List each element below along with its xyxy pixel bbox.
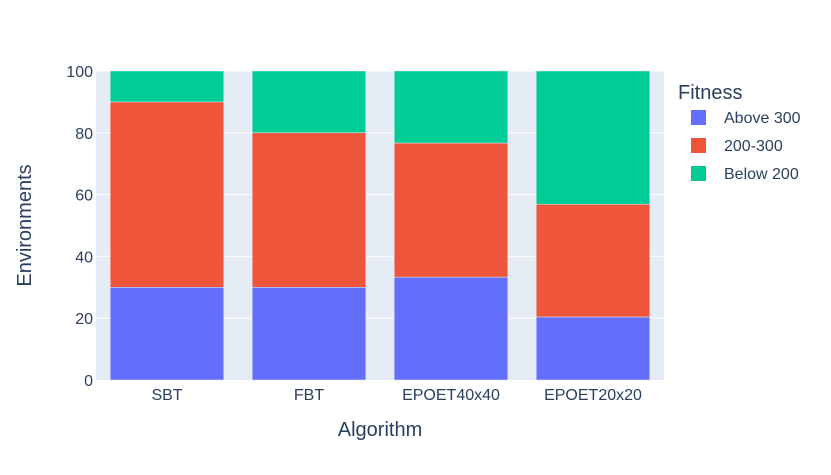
bar-segment bbox=[251, 132, 367, 288]
y-tick-label: 20 bbox=[75, 311, 93, 328]
bar-segment bbox=[535, 203, 651, 318]
bar-segment bbox=[109, 287, 225, 381]
y-tick-label: 60 bbox=[75, 188, 93, 205]
legend-swatch bbox=[691, 166, 706, 181]
x-tick-label: EPOET40x40 bbox=[402, 387, 500, 404]
legend-title: Fitness bbox=[678, 82, 742, 104]
y-tick-label: 100 bbox=[66, 64, 93, 81]
bar-segment bbox=[109, 101, 225, 288]
legend-label: Below 200 bbox=[724, 166, 799, 183]
bar-segment bbox=[535, 316, 651, 381]
x-tick-label: FBT bbox=[294, 387, 324, 404]
bar-segment bbox=[535, 70, 651, 205]
y-axis-title: Environments bbox=[14, 164, 36, 286]
bar-segment bbox=[109, 70, 225, 103]
bar-segment bbox=[251, 287, 367, 381]
legend: Fitness Above 300 200-300 Below 200 bbox=[678, 82, 801, 183]
y-tick-label: 0 bbox=[84, 373, 93, 390]
legend-label: 200-300 bbox=[724, 138, 783, 155]
x-tick-label: SBT bbox=[151, 387, 182, 404]
y-tick-label: 40 bbox=[75, 249, 93, 266]
legend-label: Above 300 bbox=[724, 110, 801, 127]
y-tick-label: 80 bbox=[75, 126, 93, 143]
x-tick-label: EPOET20x20 bbox=[544, 387, 642, 404]
bars bbox=[109, 70, 651, 381]
legend-swatch bbox=[691, 138, 706, 153]
y-tick-labels: 0 20 40 60 80 100 bbox=[66, 64, 93, 390]
legend-swatch bbox=[691, 110, 706, 125]
x-tick-labels: SBT FBT EPOET40x40 EPOET20x20 bbox=[151, 387, 642, 404]
bar-segment bbox=[251, 70, 367, 134]
bar-segment bbox=[393, 70, 509, 144]
bar-segment bbox=[393, 276, 509, 381]
x-axis-title: Algorithm bbox=[338, 419, 422, 441]
bar-segment bbox=[393, 142, 509, 278]
